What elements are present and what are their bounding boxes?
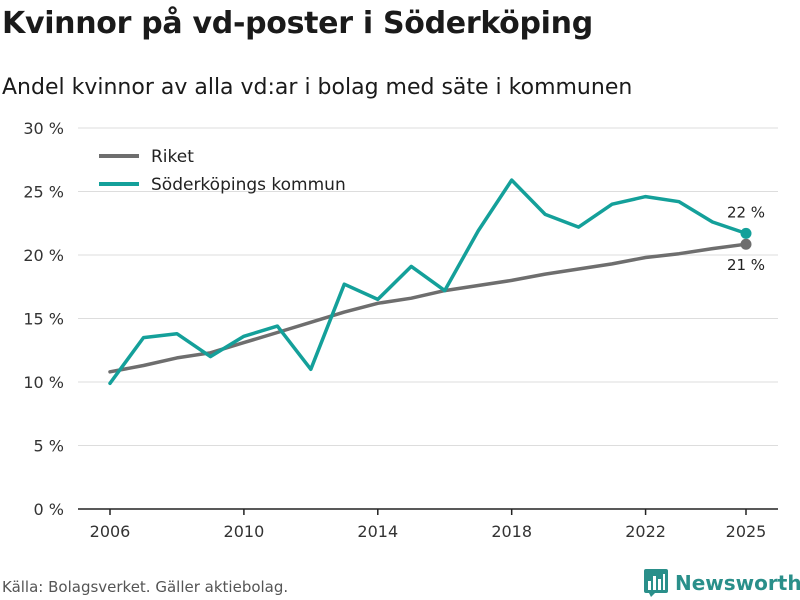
brand-name: Newsworthy [675,571,800,595]
y-tick-label: 20 % [23,246,64,265]
x-tick-label: 2006 [90,522,131,541]
y-tick-label: 5 % [34,437,64,456]
series-line-riket [108,242,748,374]
y-tick-label: 25 % [23,183,64,202]
y-tick-label: 10 % [23,373,64,392]
y-tick-label: 0 % [34,500,64,519]
series-line-soderkoping [108,178,748,386]
x-tick-label: 2010 [224,522,265,541]
legend: Riket Söderköpings kommun [99,147,346,195]
x-tick-label: 2018 [491,522,532,541]
x-tick-label: 2025 [726,522,767,541]
chart-title: Kvinnor på vd-poster i Söderköping [2,6,593,41]
legend-label: Riket [151,147,194,167]
x-tick-label: 2022 [625,522,666,541]
end-value-label: 21 % [727,256,765,274]
newsworthy-logo-icon [644,569,668,597]
brand-logo: Newsworthy [643,568,800,598]
x-tick-label: 2014 [357,522,398,541]
legend-label: Söderköpings kommun [151,175,346,195]
series-lines [108,178,752,386]
axes: 0 % 5 % 10 % 15 % 20 % 25 % 30 % 2006 2010 2014 20… [23,119,778,541]
end-value-label: 22 % [727,203,765,221]
chart-subtitle: Andel kvinnor av alla vd:ar i bolag med … [2,75,633,100]
y-tick-label: 30 % [23,119,64,138]
source-note: Källa: Bolagsverket. Gäller aktiebolag. [2,578,289,596]
series-end-point [740,227,752,239]
y-tick-label: 15 % [23,310,64,329]
end-labels: 21 % 22 % [727,203,765,274]
series-end-point [740,238,752,250]
